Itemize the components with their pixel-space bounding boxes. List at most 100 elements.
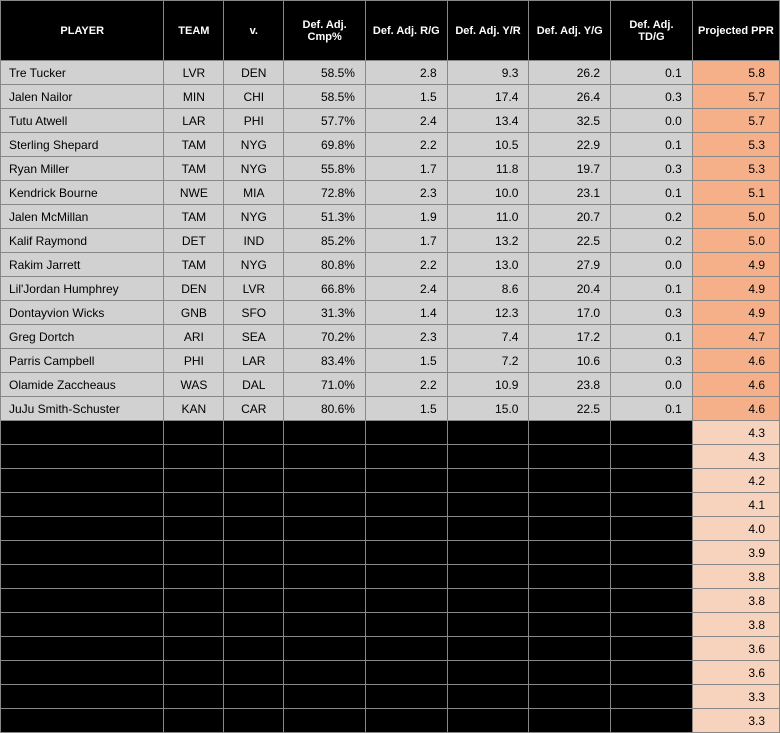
cell-yg: 26.2 (529, 61, 611, 85)
table-row: 3.3 (1, 685, 780, 709)
cell-vs: MIA (224, 181, 284, 205)
cell-team (164, 589, 224, 613)
cell-tdg (611, 565, 693, 589)
cell-vs: IND (224, 229, 284, 253)
cell-vs: NYG (224, 157, 284, 181)
cell-ppr: 3.8 (692, 589, 779, 613)
table-row: Ryan MillerTAMNYG55.8%1.711.819.70.35.3 (1, 157, 780, 181)
cell-cmp (284, 421, 366, 445)
cell-yg: 22.5 (529, 229, 611, 253)
cell-yg (529, 493, 611, 517)
cell-vs (224, 445, 284, 469)
cell-vs: CHI (224, 85, 284, 109)
cell-tdg: 0.1 (611, 133, 693, 157)
cell-cmp: 70.2% (284, 325, 366, 349)
cell-yg (529, 421, 611, 445)
cell-player: Ryan Miller (1, 157, 164, 181)
cell-ppr: 3.8 (692, 613, 779, 637)
cell-team (164, 445, 224, 469)
cell-yr: 10.9 (447, 373, 529, 397)
cell-team (164, 541, 224, 565)
cell-yr (447, 661, 529, 685)
cell-vs: PHI (224, 109, 284, 133)
cell-team (164, 493, 224, 517)
cell-ppr: 4.9 (692, 301, 779, 325)
cell-tdg (611, 445, 693, 469)
cell-vs (224, 685, 284, 709)
cell-yr: 11.0 (447, 205, 529, 229)
cell-vs: NYG (224, 253, 284, 277)
cell-yr (447, 589, 529, 613)
cell-player: Tre Tucker (1, 61, 164, 85)
cell-ppr: 3.8 (692, 565, 779, 589)
cell-yr: 10.5 (447, 133, 529, 157)
cell-cmp: 69.8% (284, 133, 366, 157)
cell-yg: 23.8 (529, 373, 611, 397)
cell-yr (447, 541, 529, 565)
cell-vs (224, 709, 284, 733)
cell-ppr: 5.7 (692, 109, 779, 133)
cell-yr (447, 637, 529, 661)
cell-ppr: 3.3 (692, 685, 779, 709)
cell-cmp: 85.2% (284, 229, 366, 253)
cell-tdg (611, 469, 693, 493)
cell-rg (365, 637, 447, 661)
cell-rg: 1.5 (365, 85, 447, 109)
cell-rg (365, 469, 447, 493)
cell-vs: DEN (224, 61, 284, 85)
cell-yg (529, 445, 611, 469)
table-row: 4.1 (1, 493, 780, 517)
cell-rg: 1.4 (365, 301, 447, 325)
cell-tdg (611, 493, 693, 517)
cell-yr (447, 493, 529, 517)
table-row: 3.9 (1, 541, 780, 565)
cell-cmp: 66.8% (284, 277, 366, 301)
cell-tdg (611, 685, 693, 709)
cell-player (1, 685, 164, 709)
cell-rg: 2.4 (365, 277, 447, 301)
cell-tdg: 0.0 (611, 109, 693, 133)
table-row: Olamide ZaccheausWASDAL71.0%2.210.923.80… (1, 373, 780, 397)
col-header-cmp: Def. Adj. Cmp% (284, 1, 366, 61)
cell-ppr: 4.9 (692, 277, 779, 301)
cell-cmp (284, 469, 366, 493)
cell-vs (224, 637, 284, 661)
cell-ppr: 4.0 (692, 517, 779, 541)
cell-cmp (284, 709, 366, 733)
cell-rg: 1.7 (365, 157, 447, 181)
cell-yr: 10.0 (447, 181, 529, 205)
col-header-ppr: Projected PPR (692, 1, 779, 61)
cell-ppr: 3.6 (692, 661, 779, 685)
cell-rg (365, 421, 447, 445)
cell-vs (224, 421, 284, 445)
cell-yr: 13.2 (447, 229, 529, 253)
cell-yg: 22.5 (529, 397, 611, 421)
cell-vs (224, 661, 284, 685)
cell-tdg: 0.1 (611, 397, 693, 421)
cell-yr (447, 685, 529, 709)
cell-vs (224, 469, 284, 493)
cell-tdg: 0.3 (611, 85, 693, 109)
cell-rg (365, 445, 447, 469)
cell-team: GNB (164, 301, 224, 325)
cell-yr (447, 613, 529, 637)
cell-ppr: 4.1 (692, 493, 779, 517)
table-row: Lil'Jordan HumphreyDENLVR66.8%2.48.620.4… (1, 277, 780, 301)
table-row: Tutu AtwellLARPHI57.7%2.413.432.50.05.7 (1, 109, 780, 133)
cell-vs: SFO (224, 301, 284, 325)
cell-yr: 7.4 (447, 325, 529, 349)
col-header-yr: Def. Adj. Y/R (447, 1, 529, 61)
cell-rg (365, 493, 447, 517)
cell-yg (529, 589, 611, 613)
cell-yr: 15.0 (447, 397, 529, 421)
cell-rg (365, 589, 447, 613)
cell-yg (529, 661, 611, 685)
cell-team (164, 709, 224, 733)
table-row: 4.3 (1, 421, 780, 445)
cell-player: Greg Dortch (1, 325, 164, 349)
cell-yr: 13.4 (447, 109, 529, 133)
table-row: 3.8 (1, 565, 780, 589)
cell-tdg (611, 613, 693, 637)
cell-cmp: 58.5% (284, 61, 366, 85)
cell-tdg: 0.0 (611, 373, 693, 397)
